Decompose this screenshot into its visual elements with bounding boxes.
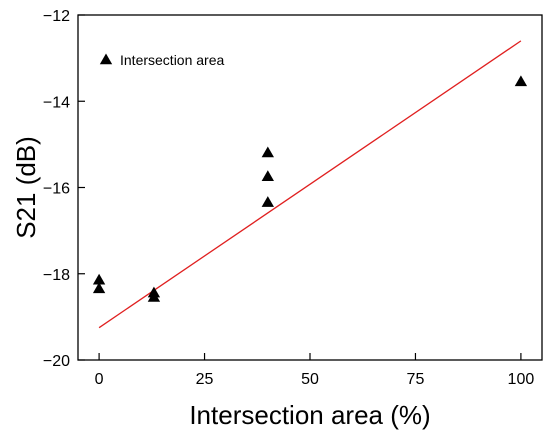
x-axis-title: Intersection area (%): [189, 400, 430, 430]
y-tick-label: −12: [43, 8, 70, 25]
x-tick-label: 25: [196, 371, 214, 388]
x-tick-label: 0: [95, 371, 104, 388]
y-tick-label: −20: [43, 353, 70, 370]
y-tick-label: −16: [43, 181, 70, 198]
y-tick-label: −18: [43, 267, 70, 284]
data-point: [261, 170, 274, 181]
fit-line: [98, 40, 522, 329]
data-point: [514, 75, 528, 87]
data-points: [92, 75, 528, 302]
x-tick-label: 100: [508, 371, 535, 388]
data-point: [261, 196, 274, 207]
data-point: [92, 282, 106, 294]
fit-line-group: [98, 40, 522, 329]
legend-marker-triangle-icon: [99, 53, 113, 65]
y-axis-title: S21 (dB): [11, 136, 41, 239]
legend-label: Intersection area: [120, 52, 224, 68]
legend: Intersection area: [99, 52, 224, 68]
data-point: [147, 290, 161, 302]
ticks: 0 25 50 75 100 −20 −18 −16 −14 −12: [43, 8, 534, 388]
y-tick-label: −14: [43, 94, 70, 111]
x-tick-label: 75: [407, 371, 425, 388]
data-point: [261, 146, 274, 158]
data-point: [92, 273, 106, 285]
x-tick-label: 50: [301, 371, 319, 388]
